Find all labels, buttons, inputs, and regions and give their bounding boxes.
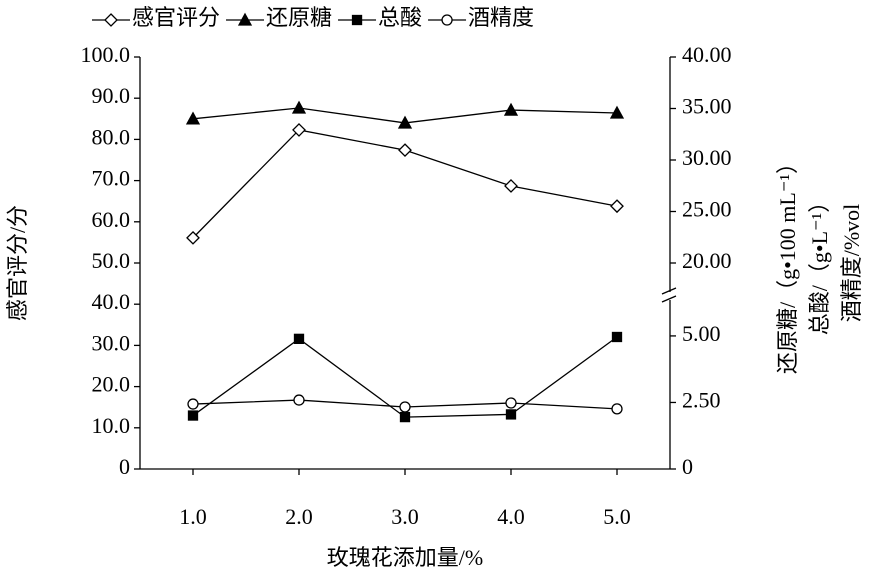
x-tick-label: 5.0: [603, 504, 631, 529]
marker: [397, 115, 413, 129]
axis-break-mark: [661, 287, 677, 295]
marker: [611, 331, 623, 343]
y-tick-label: 100.0: [81, 42, 131, 67]
axis-break: [661, 287, 677, 303]
marker: [398, 143, 412, 158]
y-tick-label: 40.0: [92, 289, 131, 314]
marker: [505, 409, 517, 420]
y2-tick-label: 2.50: [682, 388, 721, 413]
y-tick-label: 10.0: [92, 413, 131, 438]
marker: [441, 14, 453, 26]
legend-label: 感官评分: [132, 5, 220, 30]
marker: [291, 100, 307, 114]
y2-tick-label: 40.00: [682, 42, 732, 67]
x-tick-label: 2.0: [285, 504, 313, 529]
y2-tick-label: 35.00: [682, 94, 732, 119]
x-tick-label: 3.0: [391, 504, 419, 529]
marker: [505, 397, 517, 409]
y-tick-label: 70.0: [92, 166, 131, 191]
y2-axis-label: 总酸/（g•L⁻¹）: [807, 191, 832, 335]
marker: [611, 403, 623, 415]
y-tick-label: 60.0: [92, 207, 131, 232]
marker: [609, 105, 625, 119]
marker: [293, 394, 305, 406]
y-tick-label: 90.0: [92, 83, 131, 108]
marker: [187, 410, 199, 421]
y-tick-label: 30.0: [92, 330, 131, 355]
marker: [504, 179, 518, 193]
y2-axis-label: 还原糖/（g•100 mL⁻¹）: [775, 152, 800, 374]
y2-tick-label: 0: [682, 454, 693, 479]
marker: [399, 411, 411, 423]
y2-tick-label: 30.00: [682, 145, 732, 170]
legend-label: 总酸: [378, 5, 422, 30]
y-tick-label: 20.0: [92, 372, 131, 397]
y-tick-label: 80.0: [92, 124, 131, 149]
y-tick-label: 0: [119, 454, 130, 479]
marker: [610, 199, 624, 214]
y2-tick-label: 25.00: [682, 197, 732, 222]
legend-item: 总酸: [338, 5, 422, 30]
marker: [292, 123, 306, 137]
x-tick-label: 4.0: [497, 504, 525, 529]
legend-item: 酒精度: [428, 5, 534, 30]
y2-tick-label: 20.00: [682, 248, 732, 273]
marker: [399, 401, 411, 413]
marker: [185, 111, 201, 125]
marker: [237, 12, 253, 26]
y-tick-label: 50.0: [92, 248, 131, 273]
legend-item: 还原糖: [226, 5, 332, 30]
axis-break-gap: [664, 292, 676, 300]
legend-label: 还原糖: [266, 5, 332, 30]
legend-item: 感官评分: [92, 5, 220, 30]
axis-break-mark: [661, 295, 677, 303]
y2-tick-label: 5.00: [682, 321, 721, 346]
x-tick-label: 1.0: [179, 504, 207, 529]
x-axis-label: 玫瑰花添加量/%: [327, 545, 483, 570]
marker: [293, 333, 305, 345]
marker: [351, 14, 363, 26]
marker: [186, 230, 200, 245]
y2-axis-label: 酒精度/%vol: [839, 204, 864, 323]
marker: [503, 102, 519, 116]
legend-label: 酒精度: [468, 5, 534, 30]
marker: [187, 398, 199, 410]
y-axis-label: 感官评分/分: [5, 205, 30, 321]
marker: [104, 13, 118, 27]
